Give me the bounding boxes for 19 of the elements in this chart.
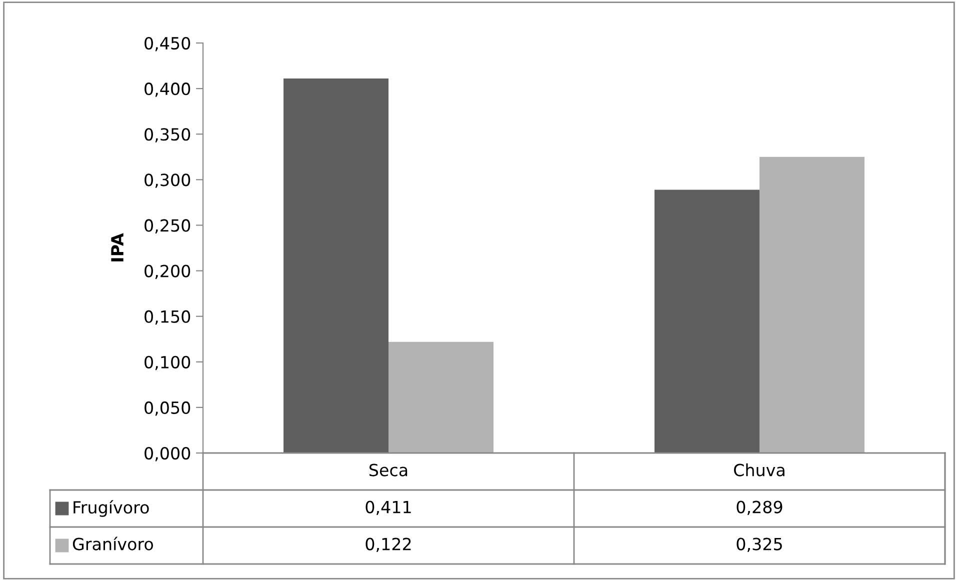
y-tick-label: 0,450: [144, 36, 190, 52]
data-label: 0,122: [366, 538, 411, 552]
y-tick-label: 0,050: [144, 401, 190, 416]
data-label: 0,411: [366, 500, 411, 516]
legend-label: Granívoro: [72, 536, 153, 550]
y-tick-label: 0,200: [144, 264, 190, 280]
y-tick-label: 0,400: [144, 82, 190, 97]
legend-label: Frugívoro: [74, 500, 149, 517]
y-tick-label: 0,100: [144, 356, 190, 370]
y-axis-title: IPA: [111, 233, 124, 262]
y-tick-label: 0,300: [144, 174, 190, 188]
x-tick-label: Seca: [369, 464, 408, 476]
y-tick-label: 0,350: [144, 128, 190, 142]
data-label: 0,325: [736, 538, 782, 552]
y-tick-label: 0,150: [144, 310, 190, 325]
x-tick-label: Chuva: [734, 463, 784, 476]
y-tick-label: 0,250: [144, 219, 190, 234]
data-label: 0,289: [736, 500, 782, 516]
y-tick-label: 0,000: [144, 446, 190, 462]
